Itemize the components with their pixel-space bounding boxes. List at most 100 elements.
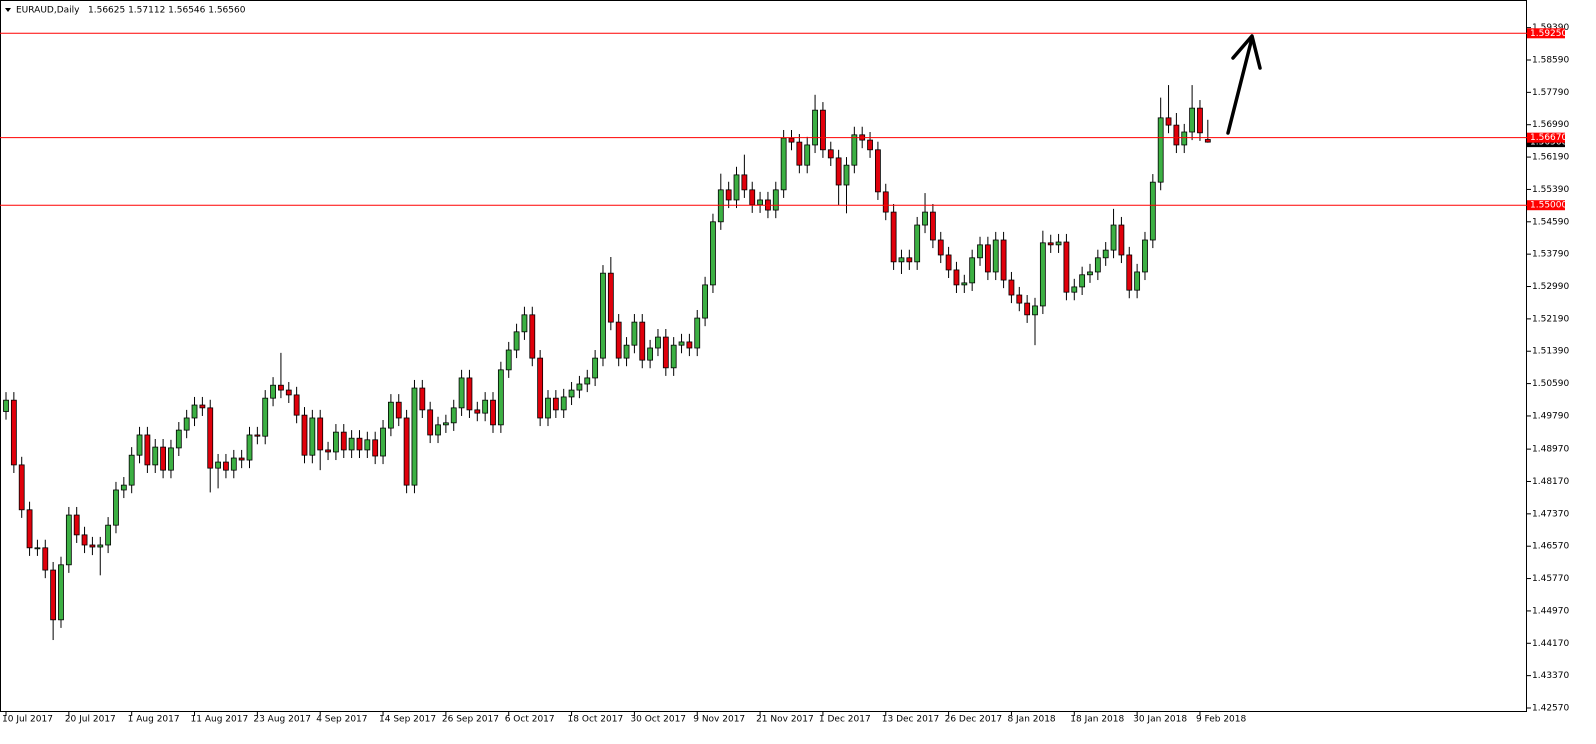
candle-body xyxy=(18,464,25,511)
candle-body xyxy=(851,134,858,166)
candle-body xyxy=(262,397,269,437)
candle-body xyxy=(827,149,834,159)
candle-body xyxy=(686,341,693,349)
candle-body xyxy=(741,174,748,191)
x-tick-label: 21 Nov 2017 xyxy=(756,715,814,725)
y-tick-label: 1.44970 xyxy=(1532,606,1569,616)
candle-body xyxy=(623,344,630,359)
x-tick-label: 18 Oct 2017 xyxy=(568,715,624,725)
candle-body xyxy=(1087,271,1093,276)
candle-body xyxy=(1181,131,1188,146)
candle-body xyxy=(246,434,253,461)
y-tick-label: 1.58590 xyxy=(1532,56,1569,66)
candle-body xyxy=(26,509,33,549)
candle-body xyxy=(293,394,300,416)
candle-body xyxy=(34,547,41,550)
candle-body xyxy=(568,389,575,398)
candle-body xyxy=(419,387,426,411)
candle-body xyxy=(600,272,606,359)
y-tick-label: 1.52190 xyxy=(1532,314,1569,324)
candle-body xyxy=(168,447,174,471)
candle-body xyxy=(1110,224,1117,251)
candle-body xyxy=(647,347,654,361)
candle-body xyxy=(678,341,685,346)
candle-body xyxy=(1032,305,1038,316)
candle-body xyxy=(372,439,379,457)
y-tick-label: 1.45770 xyxy=(1532,574,1569,584)
candle-body xyxy=(843,164,850,186)
candle-body xyxy=(929,211,936,241)
candle-body xyxy=(42,547,49,571)
candle-body xyxy=(238,457,245,461)
candle-body xyxy=(65,514,72,566)
candle-body xyxy=(183,417,190,431)
x-tick-label: 23 Aug 2017 xyxy=(253,715,311,725)
candle-body xyxy=(804,144,811,166)
candle-body xyxy=(788,137,795,143)
plot-frame xyxy=(0,0,1527,712)
candle-body xyxy=(458,377,465,409)
candle-body xyxy=(317,417,324,451)
x-tick-label: 1 Aug 2017 xyxy=(128,715,180,725)
y-tick-label: 1.44170 xyxy=(1532,639,1569,649)
level-label: 1.56670 xyxy=(1530,133,1567,143)
candle-body xyxy=(953,269,960,286)
candle-body xyxy=(81,534,88,546)
y-tick-label: 1.42570 xyxy=(1532,703,1569,713)
candle-body xyxy=(820,109,826,151)
candle-body xyxy=(890,211,897,263)
candle-body xyxy=(592,357,599,379)
y-tick-label: 1.54590 xyxy=(1532,217,1569,227)
candle-body xyxy=(325,449,331,453)
menu-triangle xyxy=(5,8,11,12)
x-tick-label: 4 Sep 2017 xyxy=(316,715,367,725)
candle-body xyxy=(537,357,544,419)
candle-body xyxy=(364,439,371,451)
y-tick-label: 1.47370 xyxy=(1532,509,1569,519)
candle-body xyxy=(529,314,536,359)
candle-body xyxy=(749,189,756,206)
candle-body xyxy=(1047,242,1054,246)
x-tick-label: 1 Dec 2017 xyxy=(819,715,871,725)
candle-body xyxy=(867,139,873,151)
candle-body xyxy=(301,414,308,456)
candle-body xyxy=(1039,242,1046,307)
x-tick-label: 10 Jul 2017 xyxy=(2,715,53,725)
candle-body xyxy=(545,397,551,419)
candle-body xyxy=(340,431,347,451)
candle-body xyxy=(725,189,732,201)
candle-body xyxy=(1197,107,1203,134)
candle-body xyxy=(710,221,716,286)
y-tick-label: 1.50590 xyxy=(1532,379,1569,389)
candle-body xyxy=(1094,257,1101,273)
chart-subtitle: 1.56625 1.57112 1.56546 1.56560 xyxy=(88,6,246,16)
candle-body xyxy=(348,437,355,451)
y-tick-label: 1.46570 xyxy=(1532,542,1569,552)
candle-body xyxy=(442,422,449,426)
candle-body xyxy=(474,409,481,414)
candle-body xyxy=(560,396,567,411)
candle-body xyxy=(631,321,638,346)
level-box xyxy=(1527,132,1565,143)
candle-body xyxy=(1063,241,1070,293)
candle-body xyxy=(757,199,763,206)
candle-body xyxy=(1134,271,1141,291)
candle-body xyxy=(984,244,991,273)
level-box xyxy=(1527,28,1565,39)
x-tick-label: 20 Jul 2017 xyxy=(65,715,116,725)
candle-body xyxy=(435,424,441,436)
x-tick-label: 30 Jan 2018 xyxy=(1133,715,1187,725)
candle-body xyxy=(50,569,57,621)
x-tick-label: 9 Nov 2017 xyxy=(693,715,745,725)
candle-body xyxy=(89,544,96,548)
candle-body xyxy=(639,321,646,361)
candle-body xyxy=(875,149,881,193)
candle-body xyxy=(356,437,363,451)
y-tick-label: 1.49790 xyxy=(1532,411,1569,421)
candle-body xyxy=(3,399,9,412)
x-tick-label: 30 Oct 2017 xyxy=(630,715,686,725)
candle-body xyxy=(395,401,402,419)
candle-body xyxy=(1118,224,1125,256)
candle-body xyxy=(105,524,112,546)
